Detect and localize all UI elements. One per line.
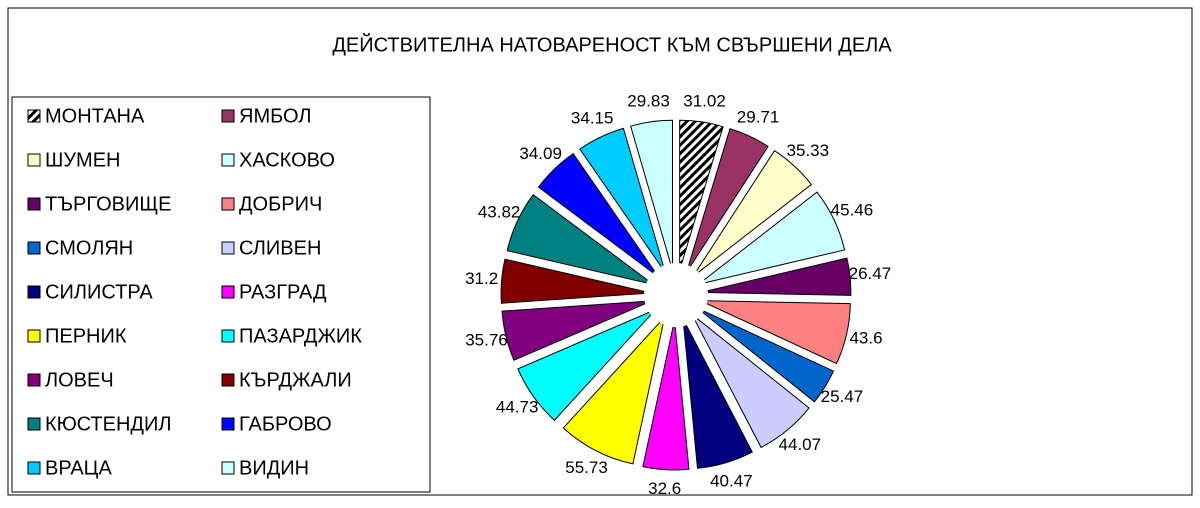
data-label: 31.2 <box>465 269 498 288</box>
pie-slice <box>517 309 657 421</box>
legend-swatch <box>27 417 41 431</box>
pie-slice <box>691 313 810 449</box>
legend-label: ЯМБОЛ <box>239 105 311 127</box>
pie-hole <box>644 263 708 327</box>
legend-swatch <box>27 241 41 255</box>
legend-box <box>11 96 431 493</box>
legend-swatch <box>27 197 41 211</box>
data-label: 43.82 <box>478 202 521 221</box>
legend-swatch <box>27 285 41 299</box>
legend-swatch <box>221 461 235 475</box>
legend-swatch <box>27 153 41 167</box>
legend-swatch <box>221 197 235 211</box>
data-label: 32.6 <box>648 479 681 498</box>
legend-label: ХАСКОВО <box>239 149 335 171</box>
legend-label: ДОБРИЧ <box>239 193 322 215</box>
legend-label: КЮСТЕНДИЛ <box>45 413 171 435</box>
data-label: 26.47 <box>849 264 892 283</box>
data-label: 34.15 <box>571 108 614 127</box>
legend-swatch <box>221 241 235 255</box>
legend-label: РАЗГРАД <box>239 281 327 303</box>
pie-slice <box>501 300 652 361</box>
pie-slice <box>630 119 673 271</box>
legend-label: ТЪРГОВИЩЕ <box>45 193 171 215</box>
legend-label: ВИДИН <box>239 457 309 479</box>
data-label: 25.47 <box>821 387 864 406</box>
pie-slice <box>537 153 660 278</box>
legend-swatch <box>221 329 235 343</box>
legend-label: ГАБРОВО <box>239 413 332 435</box>
data-label: 44.07 <box>779 435 822 454</box>
pie-slice <box>682 318 753 469</box>
data-label: 44.73 <box>496 398 539 417</box>
data-label: 35.76 <box>465 330 508 349</box>
pie-slice <box>698 191 846 285</box>
legend-swatch <box>27 461 41 475</box>
pie-slice <box>692 150 812 277</box>
pie-slice <box>579 127 666 273</box>
legend-label: СМОЛЯН <box>45 237 133 259</box>
legend-swatch <box>27 109 41 123</box>
legend-swatch <box>221 153 235 167</box>
legend-label: ЛОВЕЧ <box>45 369 114 391</box>
pie-slice <box>562 315 666 465</box>
data-label: 45.46 <box>831 200 874 219</box>
legend-swatch <box>221 417 235 431</box>
legend-label: ШУМЕН <box>45 149 120 171</box>
data-label: 34.09 <box>519 144 562 163</box>
pie-slice <box>700 257 852 296</box>
data-label: 43.6 <box>849 328 882 347</box>
data-label: 31.02 <box>683 92 726 111</box>
legend-label: ПАЗАРДЖИК <box>239 325 362 347</box>
legend-swatch <box>221 285 235 299</box>
pie-slice <box>500 258 652 304</box>
pie-slice <box>696 307 835 403</box>
data-label: 55.73 <box>565 458 608 477</box>
legend-label: МОНТАНА <box>45 105 145 127</box>
pie-slice <box>642 319 690 471</box>
pie-slice <box>686 128 769 273</box>
legend-swatch <box>221 373 235 387</box>
legend-label: ВРАЦА <box>45 457 112 479</box>
data-label: 40.47 <box>710 471 753 490</box>
legend-label: КЪРДЖАЛИ <box>239 369 352 391</box>
data-label: 29.83 <box>627 91 670 110</box>
legend-swatch <box>221 109 235 123</box>
data-label: 35.33 <box>787 141 830 160</box>
data-label: 29.71 <box>737 108 780 127</box>
legend-swatch <box>27 373 41 387</box>
legend-swatch <box>27 329 41 343</box>
pie-slice <box>679 119 724 271</box>
legend-label: ПЕРНИК <box>45 325 127 347</box>
legend-label: СИЛИСТРА <box>45 281 153 303</box>
pie-slice <box>506 193 654 285</box>
pie-slice <box>700 300 851 365</box>
chart-title: ДЕЙСТВИТЕЛНА НАТОВАРЕНОСТ КЪМ СВЪРШЕНИ Д… <box>332 32 892 56</box>
legend-label: СЛИВЕН <box>239 237 321 259</box>
